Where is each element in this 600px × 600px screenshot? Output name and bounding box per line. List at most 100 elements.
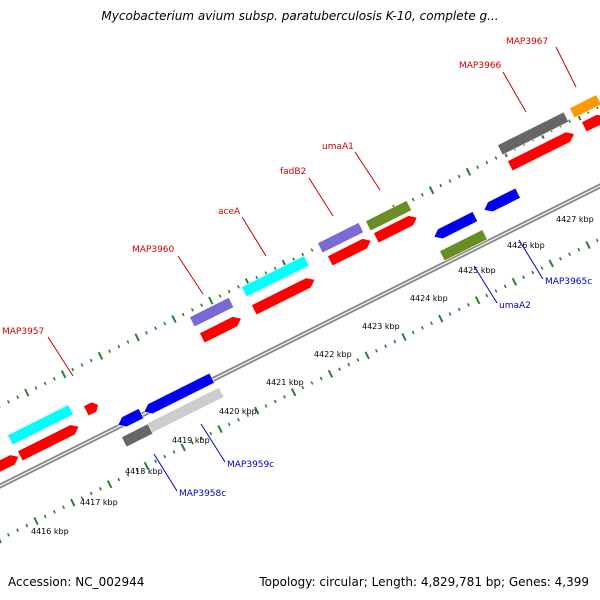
- outer-tick: [200, 303, 204, 307]
- inner-tick: [80, 496, 84, 500]
- inner-tick: [540, 266, 544, 270]
- inner-tick: [364, 351, 370, 360]
- cds-feature: [0, 454, 20, 473]
- inner-tick: [438, 314, 444, 323]
- outer-tick: [71, 367, 75, 372]
- kbp-label: 4424 kbp: [410, 294, 448, 303]
- inner-tick: [52, 510, 56, 514]
- cds-feature: [507, 131, 575, 172]
- inner-tick: [448, 312, 452, 316]
- inner-tick: [70, 498, 76, 507]
- kbp-label: 4423 kbp: [362, 322, 400, 331]
- inner-tick: [338, 367, 342, 371]
- gene-label-leader: [177, 255, 204, 295]
- inner-tick: [347, 362, 351, 367]
- gene-label-leader: [153, 453, 178, 492]
- inner-tick: [89, 491, 93, 496]
- gene-label-leader: [473, 265, 498, 304]
- inner-tick: [62, 505, 66, 509]
- outer-tick: [108, 349, 112, 353]
- kbp-label: 4417 kbp: [80, 498, 118, 507]
- inner-tick: [254, 406, 260, 415]
- inner-tick: [374, 349, 378, 353]
- inner-tick: [568, 252, 572, 256]
- gene-label-leader: [241, 216, 267, 257]
- accession-label: Accession: NC_002944: [8, 575, 145, 589]
- outer-tick: [411, 197, 415, 202]
- cds-feature: [327, 238, 372, 267]
- gene-label: MAP3959c: [227, 460, 274, 470]
- inner-tick: [290, 388, 297, 397]
- outer-tick: [208, 296, 214, 305]
- gene-label-leader: [555, 46, 577, 88]
- outer-tick: [126, 340, 130, 344]
- inner-tick: [548, 259, 554, 268]
- gene-feature: [365, 200, 413, 232]
- outer-tick: [80, 363, 84, 367]
- outer-tick: [264, 271, 268, 275]
- inner-tick: [466, 303, 470, 307]
- rev-cds-feature: [433, 211, 479, 240]
- inner-tick: [511, 277, 518, 286]
- inner-tick: [98, 487, 102, 491]
- inner-tick: [43, 514, 47, 519]
- map-title: Mycobacterium avium subsp. paratuberculo…: [101, 9, 499, 23]
- inner-tick: [319, 376, 323, 381]
- outer-tick: [465, 167, 472, 176]
- kbp-label: 4422 kbp: [314, 350, 352, 359]
- outer-tick: [439, 183, 443, 188]
- outer-tick: [568, 119, 572, 123]
- inner-tick: [595, 238, 599, 243]
- outer-tick: [134, 333, 140, 342]
- rev-gene-feature: [147, 386, 225, 434]
- outer-tick: [428, 186, 435, 195]
- inner-tick: [180, 443, 186, 452]
- genome-summary: Topology: circular; Length: 4,829,781 bp…: [259, 575, 589, 589]
- outer-tick: [476, 165, 480, 169]
- inner-tick: [457, 307, 461, 312]
- outer-tick: [255, 275, 259, 280]
- inner-tick: [135, 468, 139, 473]
- cds-feature: [581, 114, 600, 133]
- inner-tick: [16, 528, 20, 532]
- gene-label: MAP3957: [2, 327, 44, 337]
- outer-tick: [301, 252, 305, 257]
- outer-tick: [190, 308, 194, 312]
- inner-tick: [430, 321, 434, 325]
- inner-tick: [531, 270, 535, 275]
- inner-tick: [393, 339, 397, 344]
- gene-label: MAP3958c: [179, 489, 226, 499]
- inner-tick: [503, 284, 507, 289]
- outer-tick: [457, 174, 461, 179]
- outer-tick: [420, 193, 424, 197]
- inner-tick: [310, 381, 314, 385]
- inner-tick: [126, 473, 130, 477]
- outer-tick: [60, 370, 67, 379]
- gene-label: MAP3967: [506, 37, 548, 47]
- inner-tick: [106, 480, 113, 489]
- outer-tick: [236, 285, 240, 289]
- inner-tick: [172, 450, 176, 454]
- inner-tick-ruler: [0, 238, 599, 544]
- cds-feature: [17, 424, 80, 462]
- outer-tick: [218, 294, 222, 298]
- rev-cds-feature: [117, 408, 145, 428]
- gene-label: umaA1: [322, 142, 354, 152]
- gene-label: fadB2: [280, 167, 306, 177]
- outer-tick: [485, 160, 489, 165]
- rev-gene-feature: [439, 229, 488, 262]
- outer-tick: [6, 400, 10, 404]
- inner-tick: [384, 344, 388, 348]
- gene-feature: [569, 94, 600, 119]
- outer-tick: [154, 326, 158, 330]
- outer-tick: [227, 289, 231, 294]
- outer-tick: [89, 358, 93, 363]
- inner-tick: [6, 533, 10, 537]
- outer-tick: [34, 386, 38, 390]
- gene-features: [0, 94, 600, 473]
- kbp-label: 4420 kbp: [219, 407, 257, 416]
- inner-tick: [327, 369, 334, 378]
- rev-cds-feature: [143, 372, 215, 415]
- kbp-label: 4426 kbp: [507, 241, 545, 250]
